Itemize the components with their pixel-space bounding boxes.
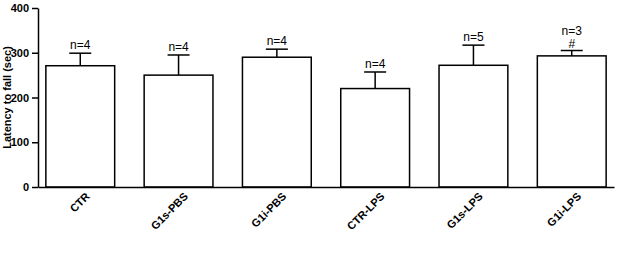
- chart: n=4 n=4 n=4 n=4 n=5 n=3#0 100 200 300 400 CTR G1s-P…: [0, 0, 618, 255]
- y-tick-label: 300: [11, 47, 29, 59]
- x-tick-label: G1s-LPS: [444, 190, 485, 231]
- y-axis: 0 100 200 300 400: [11, 2, 39, 193]
- x-axis: CTR G1s-PBS G1i-PBS CTR-LPS G1s-LPS G1i-LPS: [39, 187, 615, 232]
- bar: [144, 75, 213, 187]
- y-tick-mark: [32, 8, 38, 10]
- bar: [439, 65, 508, 187]
- x-tick: G1s-PBS: [148, 187, 190, 232]
- y-tick-label: 400: [11, 2, 29, 14]
- y-tick-label: 200: [11, 92, 29, 104]
- y-tick: 400: [11, 2, 38, 14]
- y-tick-mark: [32, 187, 38, 189]
- error-cap: [462, 44, 484, 46]
- annotation: #: [568, 37, 575, 51]
- error-line: [178, 55, 180, 75]
- x-tick-label: CTR: [67, 190, 92, 215]
- plot: n=4 n=4 n=4 n=4 n=5 n=3#0 100 200 300 400 CTR G1s-P…: [11, 2, 615, 232]
- y-tick-label: 100: [11, 136, 29, 148]
- bar: [537, 56, 606, 187]
- error-cap: [69, 52, 91, 54]
- n-label: n=4: [365, 57, 386, 71]
- y-tick: 0: [23, 181, 38, 193]
- n-label: n=3: [562, 24, 583, 38]
- x-tick: CTR: [67, 187, 92, 215]
- y-tick: 300: [11, 47, 38, 59]
- y-tick: 200: [11, 92, 38, 104]
- error-line: [571, 51, 573, 56]
- error-bar: [364, 72, 386, 89]
- y-axis-title: Latency to fall (sec): [1, 46, 13, 149]
- y-tick: 100: [11, 136, 38, 148]
- error-bar: [69, 53, 91, 66]
- error-bar: [561, 51, 583, 56]
- x-tick: G1i-LPS: [545, 187, 584, 229]
- x-tick-label: G1i-LPS: [545, 190, 584, 229]
- bar: [46, 66, 115, 187]
- error-bar: [266, 49, 288, 57]
- y-tick-mark: [32, 97, 38, 99]
- x-tick: CTR-LPS: [344, 187, 386, 232]
- error-cap: [364, 71, 386, 73]
- n-label: n=4: [267, 34, 288, 48]
- x-tick-label: CTR-LPS: [344, 190, 386, 232]
- error-bar: [168, 55, 190, 75]
- marks: [46, 45, 606, 187]
- x-tick-label: G1s-PBS: [148, 190, 190, 232]
- x-tick: G1s-LPS: [444, 187, 485, 231]
- error-bar: [462, 45, 484, 65]
- n-label: n=4: [70, 38, 91, 52]
- bar: [341, 89, 410, 187]
- n-label: n=5: [463, 30, 484, 44]
- error-line: [374, 72, 376, 89]
- n-label: n=4: [168, 40, 189, 54]
- error-line: [276, 49, 278, 57]
- error-line: [473, 45, 475, 65]
- y-tick-label: 0: [23, 181, 29, 193]
- x-tick: G1i-PBS: [249, 187, 289, 230]
- y-tick-mark: [32, 53, 38, 55]
- bar: [242, 57, 311, 187]
- error-line: [80, 53, 82, 66]
- x-axis-line: [39, 187, 615, 189]
- y-tick-mark: [32, 142, 38, 144]
- error-cap: [266, 48, 288, 50]
- x-tick-label: G1i-PBS: [249, 190, 289, 230]
- error-cap: [168, 54, 190, 56]
